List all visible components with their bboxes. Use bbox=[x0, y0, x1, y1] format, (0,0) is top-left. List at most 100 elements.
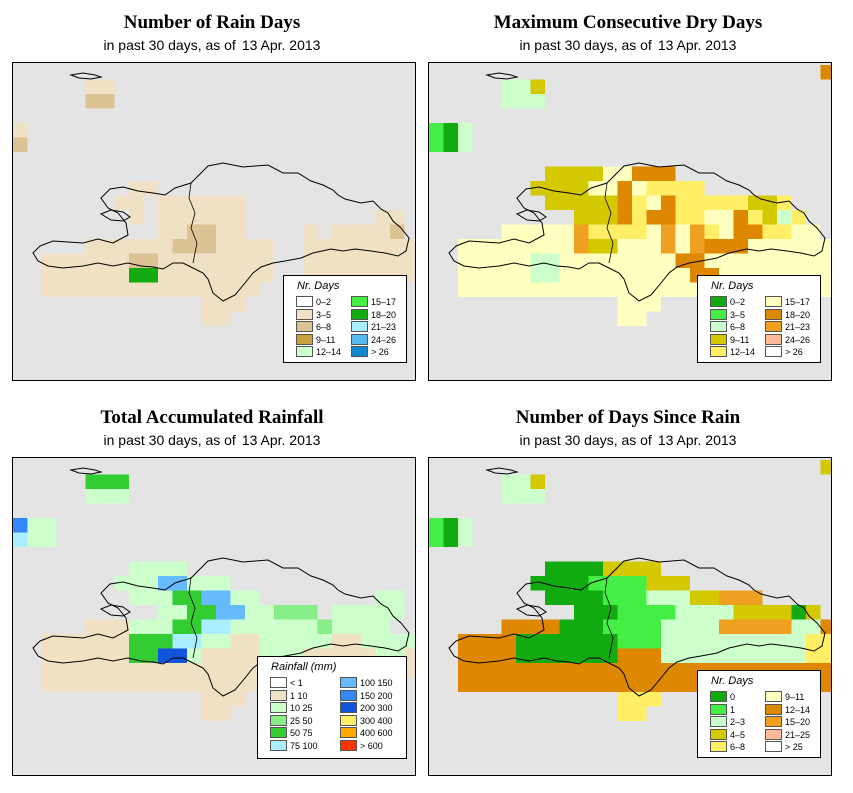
grid-cell bbox=[201, 311, 216, 326]
grid-cell bbox=[13, 532, 28, 547]
legend-swatch bbox=[270, 727, 287, 738]
panel-title: Maximum Consecutive Dry Days bbox=[493, 12, 763, 33]
grid-cell bbox=[603, 195, 618, 210]
grid-cell bbox=[574, 210, 589, 225]
grid-cell bbox=[791, 619, 806, 634]
grid-cell bbox=[274, 605, 289, 620]
grid-cell bbox=[143, 648, 158, 663]
grid-cell bbox=[675, 605, 690, 620]
grid-cell bbox=[733, 224, 748, 239]
grid-cell bbox=[806, 239, 821, 254]
island-outline-small bbox=[515, 209, 547, 222]
grid-cell bbox=[588, 648, 603, 663]
legend-swatch bbox=[340, 714, 357, 726]
grid-cell bbox=[361, 619, 376, 634]
grid-cell bbox=[791, 648, 806, 663]
grid-cell bbox=[230, 619, 245, 634]
grid-cell bbox=[56, 677, 71, 692]
grid-cell bbox=[762, 648, 777, 663]
island-outline-small bbox=[99, 209, 131, 222]
grid-cell bbox=[530, 663, 545, 678]
panel-since-rain: Number of Days Since Rain in past 30 day… bbox=[418, 395, 838, 787]
grid-cell bbox=[201, 297, 216, 312]
grid-cell bbox=[516, 619, 531, 634]
legend-label: 15–17 bbox=[371, 297, 397, 307]
grid-cell bbox=[545, 590, 560, 605]
grid-cell bbox=[361, 253, 376, 268]
grid-cell bbox=[617, 253, 632, 268]
grid-cell bbox=[501, 648, 516, 663]
grid-cell bbox=[487, 677, 502, 692]
legend-swatch bbox=[710, 308, 727, 320]
grid-cell bbox=[719, 210, 734, 225]
grid-cell bbox=[114, 195, 129, 210]
grid-cell bbox=[617, 648, 632, 663]
grid-cell bbox=[820, 663, 831, 678]
grid-cell bbox=[230, 590, 245, 605]
grid-cell bbox=[172, 619, 187, 634]
grid-cell bbox=[56, 634, 71, 649]
grid-cell bbox=[690, 239, 705, 254]
grid-cell bbox=[632, 282, 647, 297]
grid-cell bbox=[675, 210, 690, 225]
grid-cell bbox=[158, 648, 173, 663]
grid-cell bbox=[632, 297, 647, 312]
grid-cell bbox=[733, 253, 748, 268]
legend-swatch bbox=[270, 677, 287, 688]
grid-cell bbox=[617, 166, 632, 181]
grid-cell bbox=[42, 268, 57, 283]
grid-cell bbox=[143, 239, 158, 254]
grid-cell bbox=[42, 677, 57, 692]
grid-cell bbox=[303, 634, 318, 649]
grid-cell bbox=[559, 561, 574, 576]
grid-cell bbox=[733, 648, 748, 663]
grid-cell bbox=[748, 648, 763, 663]
grid-cell bbox=[545, 619, 560, 634]
grid-cell bbox=[158, 268, 173, 283]
grid-cell bbox=[748, 224, 763, 239]
grid-cell bbox=[230, 224, 245, 239]
grid-cell bbox=[71, 253, 86, 268]
grid-cell bbox=[143, 590, 158, 605]
grid-cell bbox=[574, 224, 589, 239]
grid-cell bbox=[201, 239, 216, 254]
grid-cell bbox=[230, 282, 245, 297]
grid-cell bbox=[85, 663, 100, 678]
grid-cell bbox=[559, 268, 574, 283]
grid-cell bbox=[516, 94, 531, 109]
grid-cell bbox=[501, 268, 516, 283]
grid-cell bbox=[375, 224, 390, 239]
grid-cell bbox=[733, 590, 748, 605]
grid-cell bbox=[719, 634, 734, 649]
grid-cell bbox=[390, 210, 405, 225]
legend-swatch bbox=[710, 728, 727, 740]
grid-cell bbox=[574, 239, 589, 254]
grid-cell bbox=[574, 268, 589, 283]
grid-cell bbox=[317, 619, 332, 634]
grid-cell bbox=[216, 311, 231, 326]
grid-cell bbox=[404, 663, 415, 678]
legend-label: 12–14 bbox=[785, 704, 811, 715]
grid-cell bbox=[603, 268, 618, 283]
map-legend: Nr. Days 0–2 3–5 6–8 9–11 12–14 15–17 18–20 21–… bbox=[283, 275, 407, 363]
map-legend: Nr. Days 0–2 3–5 6–8 9–11 12–14 15–17 18–20 21–… bbox=[697, 275, 821, 363]
grid-cell bbox=[617, 663, 632, 678]
grid-cell bbox=[158, 677, 173, 692]
legend-label: 9–11 bbox=[730, 334, 750, 345]
grid-cell bbox=[646, 561, 661, 576]
grid-cell bbox=[129, 195, 144, 210]
grid-cell bbox=[762, 605, 777, 620]
grid-cell bbox=[559, 195, 574, 210]
grid-cell bbox=[158, 282, 173, 297]
grid-cell bbox=[661, 619, 676, 634]
grid-cell bbox=[820, 65, 831, 80]
grid-cell bbox=[201, 590, 216, 605]
grid-cell bbox=[530, 489, 545, 504]
grid-cell bbox=[56, 268, 71, 283]
grid-cell bbox=[617, 268, 632, 283]
grid-cell bbox=[762, 239, 777, 254]
grid-cell bbox=[158, 590, 173, 605]
grid-cell bbox=[632, 663, 647, 678]
grid-cell bbox=[230, 634, 245, 649]
grid-cell bbox=[230, 268, 245, 283]
